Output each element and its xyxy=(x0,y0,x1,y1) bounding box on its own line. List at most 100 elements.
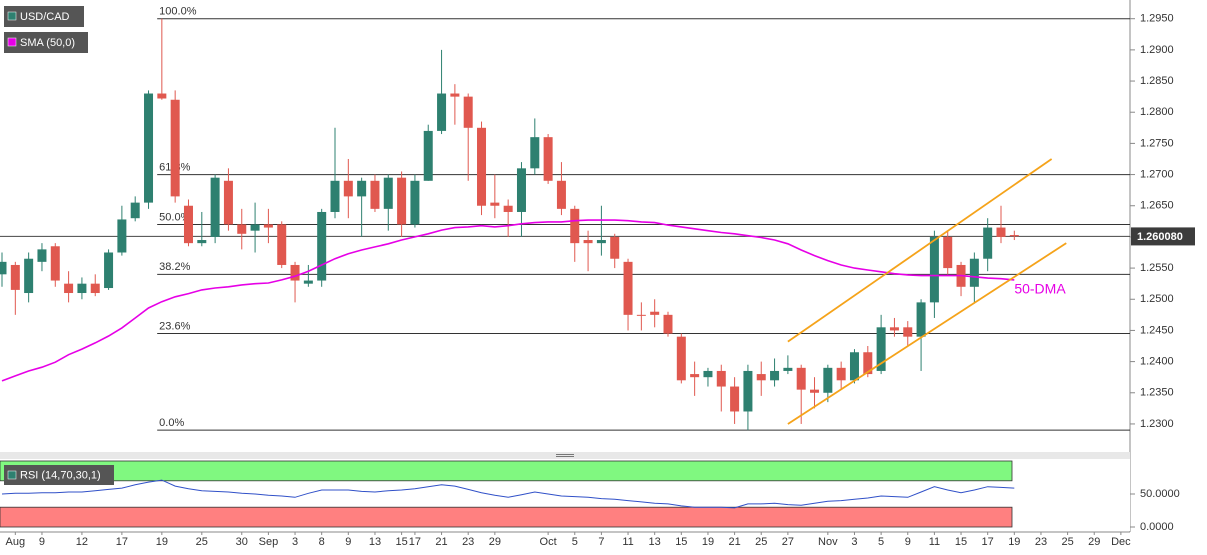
candle-body xyxy=(943,236,953,269)
legend-label: SMA (50,0) xyxy=(20,37,75,49)
x-tick-label: 9 xyxy=(345,536,351,548)
candle-body xyxy=(397,177,407,225)
x-tick-label: 21 xyxy=(728,536,740,548)
candle-body xyxy=(303,280,313,284)
x-tick-label: 12 xyxy=(76,536,88,548)
candle-body xyxy=(929,236,939,303)
x-tick-label: 15 xyxy=(395,536,407,548)
legend-label: USD/CAD xyxy=(20,11,70,23)
candle-body xyxy=(876,327,886,371)
x-tick-label: 21 xyxy=(435,536,447,548)
candle-body xyxy=(317,211,327,281)
channel-line xyxy=(787,242,1067,425)
candle-body xyxy=(969,258,979,287)
x-tick-label: Sep xyxy=(259,536,279,548)
y-tick-label: 1.2350 xyxy=(1140,387,1174,399)
candle-body xyxy=(24,258,34,294)
y-tick-label: 1.2950 xyxy=(1140,13,1174,25)
candle-body xyxy=(796,367,806,390)
panel-divider[interactable] xyxy=(0,452,1130,459)
candle-body xyxy=(543,137,553,181)
x-tick-label: 9 xyxy=(905,536,911,548)
candle-body xyxy=(90,283,100,294)
candle-body xyxy=(10,264,20,290)
plot-area xyxy=(0,0,1130,452)
y-tick-label: 1.2750 xyxy=(1140,137,1174,149)
candle-body xyxy=(370,180,380,209)
legend-box xyxy=(4,465,114,485)
legend-swatch xyxy=(7,470,17,480)
candle-body xyxy=(290,264,300,281)
candle-body xyxy=(583,240,593,244)
candle-body xyxy=(250,224,260,231)
rsi-line xyxy=(1,479,1015,509)
candle-body xyxy=(343,180,353,197)
candle-body xyxy=(183,205,193,244)
fib-label: 0.0% xyxy=(159,417,184,429)
y-tick-label: 1.2900 xyxy=(1140,44,1174,56)
x-tick-label: 23 xyxy=(1035,536,1047,548)
x-tick-label: 17 xyxy=(982,536,994,548)
candle-body xyxy=(663,314,673,334)
channel-line xyxy=(787,158,1053,343)
candle-body xyxy=(570,208,580,244)
x-tick-label: 3 xyxy=(292,536,298,548)
fib-label: 23.6% xyxy=(159,320,190,332)
candle-body xyxy=(477,127,487,206)
last-price-label: 1.260080 xyxy=(1137,231,1183,243)
candle-body xyxy=(423,130,433,181)
candle-body xyxy=(903,327,913,337)
candle-body xyxy=(676,336,686,381)
last-price-box xyxy=(1131,227,1195,246)
candle-body xyxy=(983,227,993,259)
x-tick-label: 13 xyxy=(649,536,661,548)
legend-box xyxy=(4,6,84,27)
x-tick-label: 27 xyxy=(782,536,794,548)
fib-label: 38.2% xyxy=(159,261,190,273)
candle-body xyxy=(996,227,1006,237)
x-tick-label: Oct xyxy=(540,536,557,548)
x-tick-label: 9 xyxy=(39,536,45,548)
y-tick-label: 1.2400 xyxy=(1140,356,1174,368)
candle-body xyxy=(170,99,180,197)
x-tick-label: 25 xyxy=(755,536,767,548)
candle-body xyxy=(157,93,167,99)
candle-body xyxy=(703,370,713,378)
y-tick-label: 50.0000 xyxy=(1140,488,1180,500)
x-tick-label: Dec xyxy=(1111,536,1131,548)
candle-body xyxy=(810,389,820,393)
x-tick-label: 8 xyxy=(319,536,325,548)
candle-body xyxy=(0,261,7,275)
candle-body xyxy=(104,252,114,289)
candle-body xyxy=(743,370,753,412)
candle-body xyxy=(610,236,620,259)
y-tick-label: 1.2550 xyxy=(1140,262,1174,274)
candle-body xyxy=(530,137,540,169)
candle-body xyxy=(450,93,460,97)
candle-body xyxy=(596,240,606,244)
candle-body xyxy=(357,180,367,197)
candle-body xyxy=(50,246,60,281)
x-tick-label: 23 xyxy=(462,536,474,548)
x-tick-label: 13 xyxy=(369,536,381,548)
x-tick-label: 17 xyxy=(116,536,128,548)
fib-label: 50.0% xyxy=(159,211,190,223)
x-tick-label: 29 xyxy=(489,536,501,548)
candle-body xyxy=(490,202,500,206)
x-tick-label: Aug xyxy=(6,536,26,548)
x-tick-label: 7 xyxy=(598,536,604,548)
annotation: 50-DMA xyxy=(1014,281,1066,297)
x-tick-label: 11 xyxy=(929,536,940,548)
candle-body xyxy=(516,168,526,212)
y-tick-label: 1.2650 xyxy=(1140,200,1174,212)
candle-body xyxy=(889,327,899,331)
y-tick-label: 1.2800 xyxy=(1140,106,1174,118)
x-tick-label: 29 xyxy=(1088,536,1100,548)
candle-body xyxy=(437,93,447,131)
x-tick-label: 11 xyxy=(622,536,633,548)
candle-body xyxy=(1009,235,1019,237)
x-tick-label: 25 xyxy=(1061,536,1073,548)
x-tick-label: 5 xyxy=(572,536,578,548)
